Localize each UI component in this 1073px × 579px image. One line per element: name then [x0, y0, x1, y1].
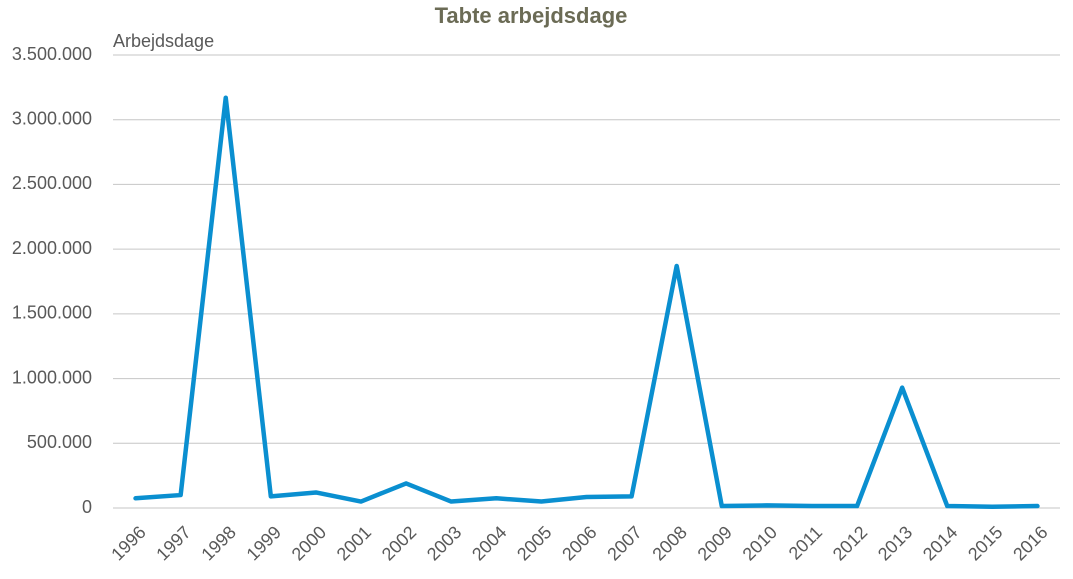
x-tick-label: 2016 [1009, 522, 1051, 564]
x-tick-label: 1997 [152, 522, 194, 564]
x-tick-label: 2006 [558, 522, 600, 564]
x-tick-label: 1996 [107, 522, 149, 564]
y-tick-label: 500.000 [27, 432, 92, 452]
y-tick-label: 1.500.000 [12, 303, 92, 323]
x-tick-label: 1999 [243, 522, 285, 564]
x-tick-label: 2013 [874, 522, 916, 564]
x-tick-label: 2011 [785, 522, 827, 564]
y-tick-label: 2.000.000 [12, 238, 92, 258]
x-tick-label: 2002 [378, 522, 420, 564]
x-tick-label: 2008 [648, 522, 690, 564]
data-line [133, 95, 1040, 509]
x-tick-label: 2009 [694, 522, 736, 564]
y-tick-label: 3.500.000 [12, 44, 92, 64]
x-tick-label: 2012 [829, 522, 871, 564]
x-tick-label: 2003 [423, 522, 465, 564]
x-tick-label: 2000 [288, 522, 330, 564]
y-axis-title: Arbejdsdage [113, 31, 214, 51]
x-tick-label: 2005 [513, 522, 555, 564]
y-tick-label: 3.000.000 [12, 108, 92, 128]
x-tick-label: 2007 [603, 522, 645, 564]
y-tick-label: 1.000.000 [12, 367, 92, 387]
x-tick-label: 1998 [197, 522, 239, 564]
x-tick-label: 2001 [333, 522, 375, 564]
y-tick-label: 2.500.000 [12, 173, 92, 193]
x-tick-label: 2014 [919, 522, 961, 564]
x-tick-label: 2004 [468, 522, 510, 564]
y-tick-label: 0 [82, 497, 92, 517]
x-tick-label: 2010 [739, 522, 781, 564]
chart-title: Tabte arbejdsdage [435, 3, 628, 28]
x-tick-label: 2015 [964, 522, 1006, 564]
